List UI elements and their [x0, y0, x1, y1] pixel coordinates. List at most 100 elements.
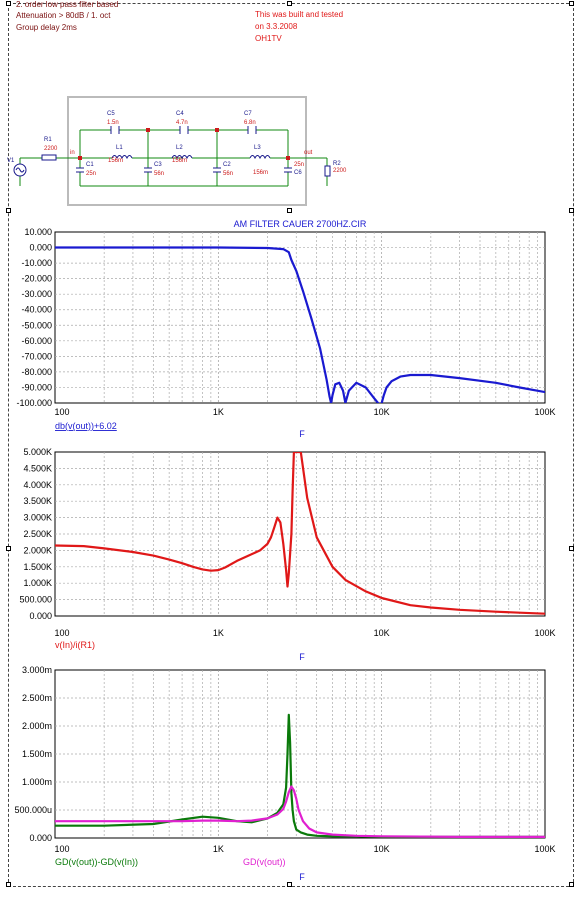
y-tick-label: -90.000	[21, 382, 52, 392]
y-tick-label: -80.000	[21, 367, 52, 377]
note-line2: Attenuation > 80dB / 1. oct	[16, 11, 111, 20]
x-tick-label: 1K	[213, 407, 224, 417]
series-line	[55, 452, 545, 615]
component-value-r2: 2200	[333, 168, 347, 174]
component-name-c4: C4	[176, 111, 184, 117]
x-axis-label: F	[299, 429, 305, 439]
note-line1: 2. order low pass filter based	[16, 0, 119, 9]
component-value-c3: 56n	[154, 171, 164, 177]
x-tick-label: 100K	[534, 407, 555, 417]
component-value-c6: 25n	[294, 162, 304, 168]
y-tick-label: -60.000	[21, 336, 52, 346]
schematic-parts	[13, 126, 331, 177]
component-name-l2: L2	[176, 145, 183, 151]
component-value-c4: 4.7n	[176, 120, 188, 126]
net-in-label: in	[70, 150, 75, 156]
x-tick-label: 100	[54, 628, 69, 638]
x-tick-label: 100	[54, 407, 69, 417]
series-line	[55, 785, 545, 838]
y-tick-label: 2.500m	[22, 693, 52, 703]
note-line3: Group delay 2ms	[16, 23, 77, 32]
x-tick-label: 10K	[374, 844, 390, 854]
y-tick-label: 1.500K	[23, 562, 52, 572]
resize-handle[interactable]	[569, 1, 574, 6]
component-name-r2: R2	[333, 161, 341, 167]
series-legend: GD(v(out))-GD(v(In))	[55, 857, 138, 867]
component-name-l1: L1	[116, 145, 123, 151]
r1-resistor	[41, 154, 57, 161]
component-name-v1: V1	[7, 158, 15, 164]
author-line3: OH1TV	[255, 34, 282, 43]
y-tick-label: -20.000	[21, 274, 52, 284]
component-value-l3: 156m	[253, 170, 268, 176]
resize-handle[interactable]	[569, 546, 574, 551]
y-tick-label: 3.000m	[22, 665, 52, 675]
resize-handle[interactable]	[287, 208, 292, 213]
series-legend: v(In)/i(R1)	[55, 640, 95, 650]
resize-handle[interactable]	[6, 1, 11, 6]
component-name-c3: C3	[154, 162, 162, 168]
chart-impedance: 5.000K 4.500K 4.000K 3.500K 3.000K 2.500K 2.00…	[19, 447, 555, 662]
resize-handle[interactable]	[6, 882, 11, 887]
resize-handle[interactable]	[6, 208, 11, 213]
component-name-c7: C7	[244, 111, 252, 117]
component-value-c2: 56n	[223, 171, 233, 177]
plot-area	[54, 231, 546, 404]
v1-source	[13, 163, 27, 177]
schematic-box	[67, 96, 307, 206]
y-tick-label: 10.000	[24, 227, 52, 237]
series-line	[55, 246, 545, 403]
resize-handle[interactable]	[287, 882, 292, 887]
y-tick-label: 3.000K	[23, 513, 52, 523]
x-tick-label: 10K	[374, 628, 390, 638]
y-tick-label: 500.000u	[14, 805, 52, 815]
y-tick-label: -10.000	[21, 258, 52, 268]
y-tick-label: 0.000	[29, 611, 52, 621]
resize-handle[interactable]	[6, 546, 11, 551]
net-out-label: out	[304, 150, 313, 156]
y-tick-label: 0.000	[29, 833, 52, 843]
resize-handle[interactable]	[569, 208, 574, 213]
resize-handle[interactable]	[569, 882, 574, 887]
y-tick-label: 2.000m	[22, 721, 52, 731]
component-name-c2: C2	[223, 162, 231, 168]
component-value-r1: 2200	[44, 146, 58, 152]
y-tick-label: 2.000K	[23, 545, 52, 555]
series-legend: db(v(out))+6.02	[55, 421, 117, 431]
y-tick-label: -50.000	[21, 320, 52, 330]
series-line	[55, 713, 545, 838]
r2-resistor	[324, 165, 331, 177]
chart-magnitude: 10.000 0.000 -10.000 -20.000 -30.000 -40.000 -…	[16, 219, 555, 439]
component-name-l3: L3	[254, 145, 261, 151]
schematic-labels: V1 R1 2200 C1 25n C5 1.5n L1 156m C3 56n C4 4.7n L2 15…	[7, 111, 347, 177]
chart-title: AM FILTER CAUER 2700HZ.CIR	[234, 219, 367, 229]
y-tick-label: 1.000m	[22, 777, 52, 787]
chart-group-delay: 3.000m 2.500m 2.000m 1.500m 1.000m 500.000u 0.…	[14, 665, 555, 882]
component-value-c1: 25n	[86, 171, 96, 177]
component-value-c5: 1.5n	[107, 120, 119, 126]
y-tick-label: 4.000K	[23, 480, 52, 490]
author-line1: This was built and tested	[255, 10, 344, 19]
component-name-c5: C5	[107, 111, 115, 117]
y-tick-label: 2.500K	[23, 529, 52, 539]
component-name-r1: R1	[44, 137, 52, 143]
y-tick-label: 5.000K	[23, 447, 52, 457]
component-value-c7: 6.8n	[244, 120, 256, 126]
component-name-c6: C6	[294, 170, 302, 176]
x-tick-label: 1K	[213, 628, 224, 638]
author-line2: on 3.3.2008	[255, 22, 298, 31]
filter-schematic: V1 R1 2200 C1 25n C5 1.5n L1 156m C3 56n C4 4.7n L2 15…	[7, 96, 347, 206]
y-tick-label: 500.000	[19, 595, 52, 605]
x-tick-label: 1K	[213, 844, 224, 854]
component-value-l1: 156m	[108, 158, 123, 164]
y-tick-label: 0.000	[29, 243, 52, 253]
y-tick-label: 1.000K	[23, 578, 52, 588]
y-tick-label: -100.000	[16, 398, 52, 408]
resize-handle[interactable]	[287, 1, 292, 6]
y-tick-label: -30.000	[21, 289, 52, 299]
x-tick-label: 100K	[534, 628, 555, 638]
component-name-c1: C1	[86, 162, 94, 168]
series-legend: GD(v(out))	[243, 857, 286, 867]
y-tick-label: -70.000	[21, 351, 52, 361]
x-tick-label: 100	[54, 844, 69, 854]
